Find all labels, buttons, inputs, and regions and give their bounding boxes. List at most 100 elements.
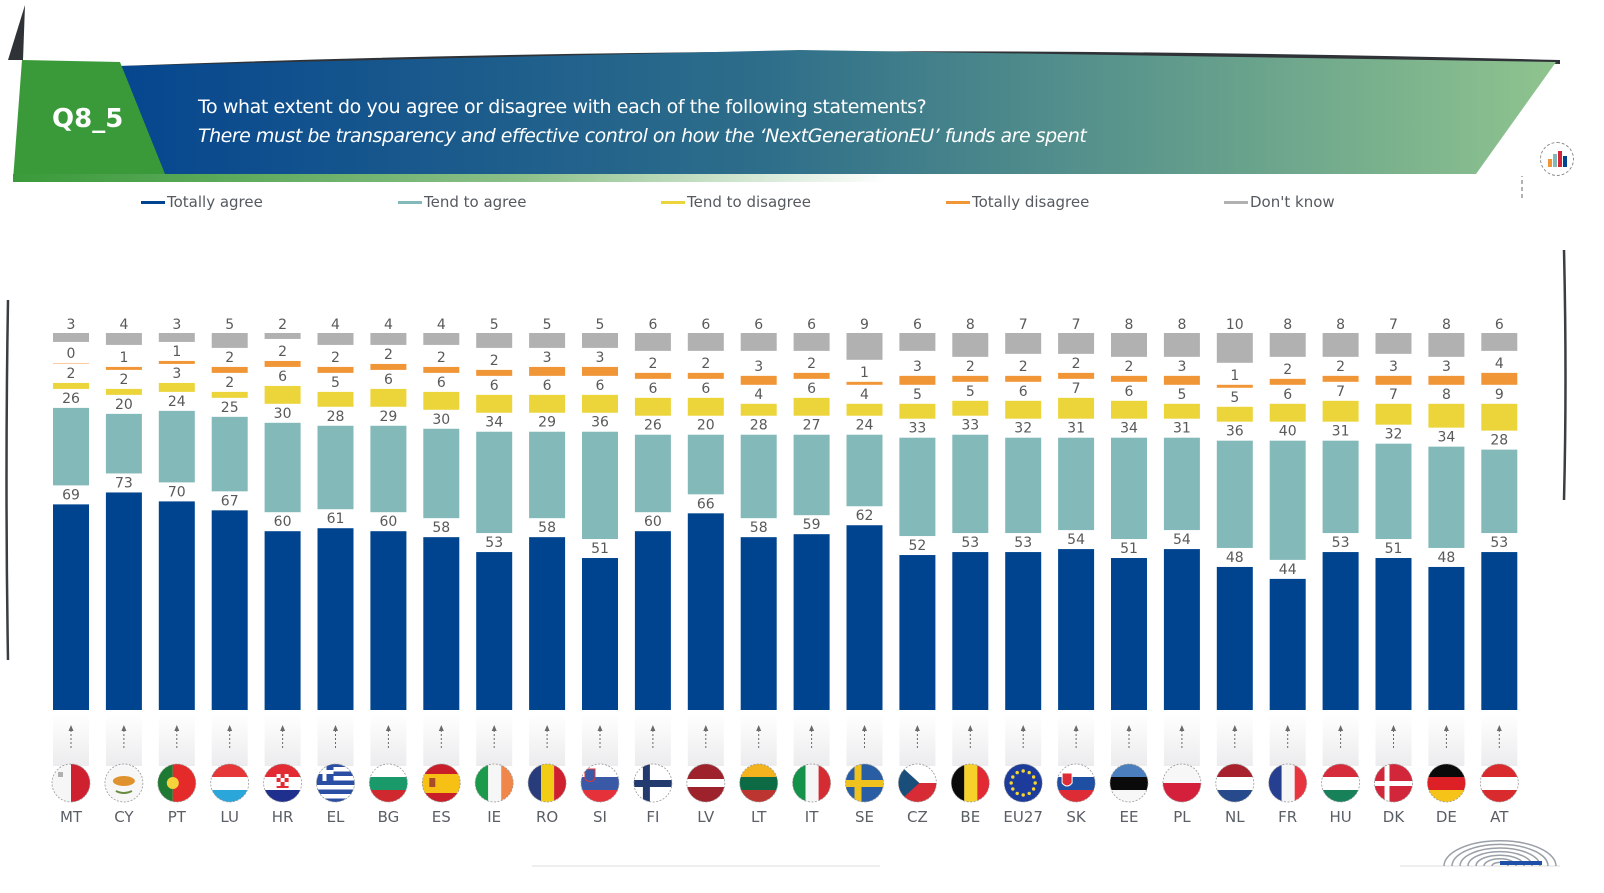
bar-totally-agree	[1216, 566, 1253, 710]
label-totally-agree: 53	[961, 535, 979, 551]
bar-totally-disagree	[582, 366, 618, 376]
banner-top-curve	[120, 51, 1560, 70]
flag-austria-icon	[1479, 763, 1519, 803]
bar-totally-disagree	[1058, 372, 1095, 379]
bar-tend-to-agree	[1322, 440, 1359, 534]
bar-tend-to-agree	[634, 434, 671, 513]
label-totally-disagree: 2	[966, 359, 975, 375]
legend: Totally agree Tend to agree Tend to disa…	[0, 193, 1604, 213]
bar-totally-disagree	[740, 375, 777, 385]
label-dont-know: 8	[1442, 317, 1451, 333]
label-tend-to-agree: 30	[274, 406, 292, 422]
guide-strip	[158, 714, 195, 766]
legend-item-tend-to-agree: Tend to agree	[398, 193, 526, 211]
label-tend-to-agree: 36	[1226, 424, 1244, 440]
guide-strip	[846, 714, 883, 766]
bar-dont-know	[1058, 333, 1095, 354]
bar-dont-know	[1322, 333, 1359, 357]
flag-italy-icon	[792, 763, 831, 803]
bar-tend-to-agree	[105, 413, 142, 474]
bar-dont-know	[264, 333, 301, 339]
bar-tend-to-disagree	[1428, 403, 1465, 428]
label-dont-know: 4	[437, 317, 446, 333]
label-totally-agree: 53	[1014, 535, 1032, 551]
guide-strip	[687, 714, 724, 766]
bar-totally-disagree	[264, 360, 301, 367]
bar-tend-to-agree	[1005, 437, 1042, 534]
guide-arrow-head	[491, 725, 497, 731]
bar-dont-know	[53, 333, 89, 342]
label-totally-agree: 48	[1437, 550, 1455, 566]
bar-tend-to-agree	[1163, 437, 1200, 531]
label-totally-agree: 54	[1173, 532, 1191, 548]
bar-tend-to-agree	[793, 434, 830, 516]
label-totally-agree: 51	[591, 541, 609, 557]
label-totally-agree: 58	[432, 520, 450, 536]
label-tend-to-disagree: 6	[596, 378, 605, 394]
bar-dont-know	[1005, 333, 1042, 354]
bar-totally-disagree	[1428, 375, 1465, 385]
country-label-fr: FR	[1278, 808, 1297, 826]
label-tend-to-disagree: 5	[1177, 387, 1186, 403]
legend-label: Totally disagree	[972, 193, 1090, 211]
flag-slovakia-icon	[1056, 763, 1096, 803]
label-totally-agree: 52	[908, 538, 926, 554]
label-totally-agree: 54	[1067, 532, 1085, 548]
bar-totally-agree	[634, 531, 671, 710]
bar-totally-disagree	[846, 381, 883, 385]
bar-totally-disagree	[370, 363, 407, 370]
bar-tend-to-agree	[1216, 440, 1253, 548]
label-tend-to-disagree: 5	[913, 387, 922, 403]
bar-tend-to-disagree	[370, 388, 407, 407]
guide-arrow-head	[227, 725, 233, 731]
bar-chart-icon[interactable]	[1540, 142, 1574, 176]
label-dont-know: 6	[913, 317, 922, 333]
bar-totally-disagree	[1322, 375, 1359, 382]
label-totally-disagree: 2	[648, 356, 657, 372]
bar-tend-to-disagree	[476, 394, 513, 413]
bar-totally-agree	[952, 552, 989, 710]
flag-bulgaria-icon	[368, 763, 408, 803]
legend-label: Don't know	[1250, 193, 1335, 211]
country-label-at: AT	[1490, 808, 1509, 826]
label-dont-know: 3	[172, 317, 181, 333]
label-dont-know: 6	[1495, 317, 1504, 333]
flag-malta-icon	[51, 763, 91, 803]
label-dont-know: 7	[1019, 317, 1028, 333]
guide-strip	[529, 714, 566, 766]
country-label-sk: SK	[1066, 808, 1087, 826]
label-tend-to-disagree: 6	[807, 381, 816, 397]
right-edge-decoration	[1562, 249, 1567, 501]
bar-totally-disagree	[423, 366, 460, 373]
bar-tend-to-disagree	[1269, 403, 1306, 422]
bar-tend-to-disagree	[1322, 400, 1359, 422]
label-totally-agree: 58	[750, 520, 768, 536]
bar-totally-agree	[476, 552, 513, 710]
bar-tend-to-disagree	[740, 403, 777, 416]
label-totally-agree: 53	[1332, 535, 1350, 551]
flag-luxembourg-icon	[210, 763, 250, 803]
country-label-ie: IE	[487, 808, 501, 826]
guide-arrow-head	[1179, 725, 1185, 731]
bar-totally-agree	[1005, 552, 1042, 710]
flag-portugal-icon	[157, 763, 197, 803]
guide-arrow-head	[1020, 725, 1026, 731]
label-tend-to-agree: 20	[115, 397, 133, 413]
bar-tend-to-agree	[317, 425, 354, 510]
bar-totally-disagree	[1163, 375, 1200, 385]
label-dont-know: 6	[754, 317, 763, 333]
guide-strip	[1481, 714, 1518, 766]
bar-totally-disagree	[1269, 378, 1306, 385]
bar-totally-disagree	[1216, 384, 1253, 388]
bar-tend-to-disagree	[1005, 400, 1042, 419]
bar-totally-agree	[211, 510, 248, 710]
label-tend-to-agree: 29	[538, 415, 556, 431]
label-dont-know: 6	[807, 317, 816, 333]
label-tend-to-disagree: 7	[1336, 384, 1345, 400]
label-totally-disagree: 1	[860, 365, 869, 381]
country-label-lu: LU	[220, 808, 239, 826]
bar-tend-to-disagree	[1216, 406, 1253, 422]
guide-strip	[1058, 714, 1095, 766]
label-tend-to-disagree: 5	[966, 384, 975, 400]
bar-tend-to-disagree	[793, 397, 830, 416]
